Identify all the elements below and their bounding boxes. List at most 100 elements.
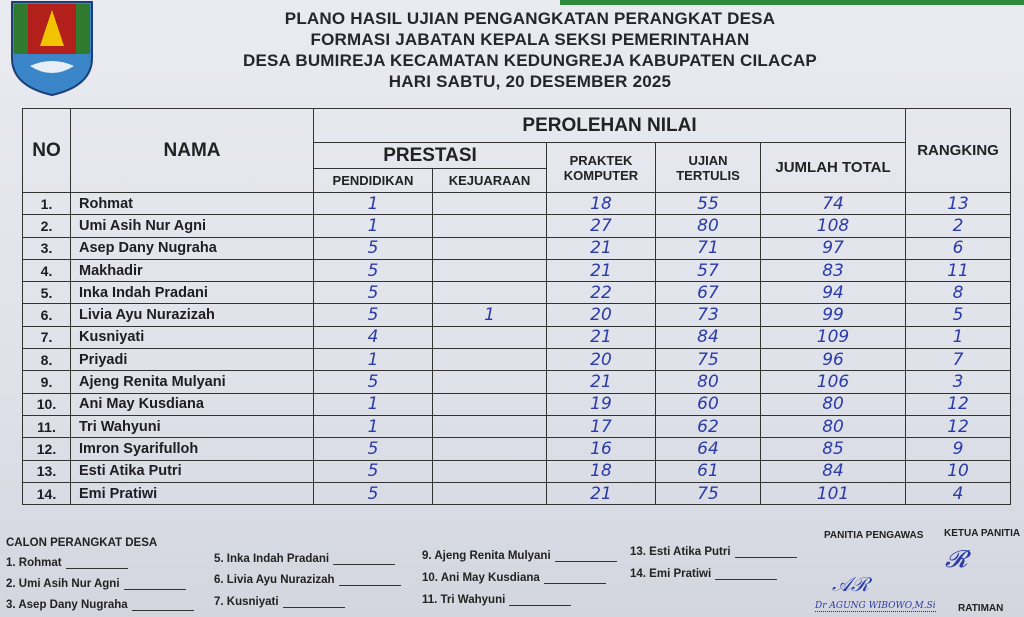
cell-rangking: 4 — [905, 481, 1012, 506]
cell-jumlah: 99 — [759, 303, 907, 327]
panitia-pengawas-label: PANITIA PENGAWAS — [824, 530, 924, 541]
cell-rangking: 9 — [905, 437, 1012, 461]
cell-praktek: 19 — [546, 392, 656, 416]
green-banner-edge — [560, 0, 1024, 5]
cell-rangking: 8 — [905, 281, 1012, 305]
cell-ujian: 75 — [655, 348, 761, 372]
document-title: PLANO HASIL UJIAN PENGANGKATAN PERANGKAT… — [120, 8, 940, 92]
candidate-name: 2. Umi Asih Nur Agni — [6, 578, 120, 590]
header-ujian-tertulis: UJIAN TERTULIS — [655, 142, 761, 193]
cell-jumlah: 101 — [759, 481, 907, 506]
cell-ujian: 55 — [655, 191, 761, 216]
header-rangking: RANGKING — [905, 108, 1012, 193]
pengawas-name: Dr AGUNG WIBOWO,M.Si — [815, 601, 936, 612]
cell-praktek: 21 — [546, 258, 656, 283]
cell-praktek: 21 — [546, 325, 656, 350]
title-line-1: PLANO HASIL UJIAN PENGANGKATAN PERANGKAT… — [284, 9, 776, 28]
cell-nama: Inka Indah Pradani — [70, 281, 314, 305]
table-row: 8. Priyadi 1 20 75 96 7 — [22, 348, 1012, 372]
cell-no: 12. — [22, 437, 71, 461]
cell-ujian: 84 — [655, 325, 761, 350]
cell-pendidikan: 5 — [313, 370, 433, 394]
cell-jumlah: 80 — [759, 414, 907, 439]
cell-pendidikan: 5 — [313, 303, 433, 327]
table-row: 7. Kusniyati 4 21 84 109 1 — [22, 325, 1012, 350]
table-row: 1. Rohmat 1 18 55 74 13 — [22, 191, 1012, 216]
table-row: 9. Ajeng Renita Mulyani 5 21 80 106 3 — [22, 370, 1012, 394]
cell-jumlah: 97 — [759, 236, 907, 260]
ketua-name: RATIMAN — [958, 603, 1004, 614]
cell-rangking: 2 — [905, 214, 1012, 238]
header-perolehan-nilai: PEROLEHAN NILAI — [312, 108, 907, 143]
cell-kejuaraan — [432, 191, 547, 216]
cell-pendidikan: 1 — [313, 392, 433, 416]
cell-jumlah: 108 — [759, 214, 907, 238]
candidate-signature-line: 1. Rohmat — [6, 557, 128, 569]
signature-blank — [338, 575, 401, 586]
table-row: 10. Ani May Kusdiana 1 19 60 80 12 — [22, 392, 1012, 416]
cell-no: 9. — [22, 370, 71, 394]
candidate-signature-line: 7. Kusniyati — [214, 596, 345, 608]
candidate-signature-line: 10. Ani May Kusdiana — [422, 572, 606, 584]
cell-rangking: 3 — [905, 370, 1012, 394]
candidate-name: 5. Inka Indah Pradani — [214, 553, 330, 565]
header-prestasi: PRESTASI — [313, 142, 547, 169]
cell-pendidikan: 1 — [313, 191, 433, 216]
cell-kejuaraan — [432, 258, 547, 283]
cell-praktek: 16 — [546, 437, 656, 461]
cell-rangking: 7 — [905, 348, 1012, 372]
cell-no: 6. — [22, 303, 71, 327]
cell-no: 1. — [22, 191, 71, 216]
cell-kejuaraan — [432, 459, 547, 483]
ketua-signature: 𝓡 — [945, 545, 968, 573]
candidate-signature-line: 6. Livia Ayu Nurazizah — [214, 574, 401, 586]
cell-praktek: 21 — [546, 481, 656, 506]
cell-jumlah: 84 — [759, 459, 907, 483]
cell-kejuaraan — [432, 348, 547, 372]
cell-praktek: 27 — [546, 214, 656, 238]
cell-ujian: 62 — [655, 414, 761, 439]
cell-kejuaraan — [432, 281, 547, 305]
cell-no: 2. — [22, 214, 71, 238]
table-row: 6. Livia Ayu Nurazizah 5 1 20 73 99 5 — [22, 303, 1012, 327]
cell-ujian: 73 — [655, 303, 761, 327]
title-line-3: DESA BUMIREJA KECAMATAN KEDUNGREJA KABUP… — [243, 51, 817, 70]
candidate-name: 1. Rohmat — [6, 557, 62, 569]
cell-nama: Umi Asih Nur Agni — [70, 214, 314, 238]
cell-rangking: 5 — [905, 303, 1012, 327]
candidate-name: 13. Esti Atika Putri — [630, 546, 731, 558]
cell-nama: Esti Atika Putri — [70, 459, 314, 483]
title-line-4: HARI SABTU, 20 DESEMBER 2025 — [388, 72, 672, 91]
cell-rangking: 13 — [905, 191, 1012, 216]
cell-kejuaraan — [432, 414, 547, 439]
table-row: 5. Inka Indah Pradani 5 22 67 94 8 — [22, 281, 1012, 305]
cell-nama: Rohmat — [70, 191, 314, 216]
table-row: 14. Emi Pratiwi 5 21 75 101 4 — [22, 481, 1012, 506]
cell-nama: Emi Pratiwi — [70, 481, 314, 506]
cell-jumlah: 96 — [759, 348, 907, 372]
signature-blank — [123, 579, 186, 590]
cell-kejuaraan — [432, 481, 547, 506]
cell-praktek: 18 — [546, 459, 656, 483]
header-jumlah-total: JUMLAH TOTAL — [759, 142, 907, 193]
cell-pendidikan: 1 — [313, 348, 433, 372]
cell-nama: Priyadi — [70, 348, 314, 372]
table-row: 4. Makhadir 5 21 57 83 11 — [22, 258, 1012, 283]
cell-rangking: 11 — [905, 258, 1012, 283]
cell-pendidikan: 1 — [313, 214, 433, 238]
cell-nama: Kusniyati — [70, 325, 314, 350]
title-line-2: FORMASI JABATAN KEPALA SEKSI PEMERINTAHA… — [310, 30, 750, 49]
cell-praktek: 21 — [546, 236, 656, 260]
table-row: 12. Imron Syarifulloh 5 16 64 85 9 — [22, 437, 1012, 461]
candidate-signature-line: 5. Inka Indah Pradani — [214, 553, 396, 565]
cell-pendidikan: 5 — [313, 258, 433, 283]
cell-kejuaraan — [432, 214, 547, 238]
cell-kejuaraan — [432, 437, 547, 461]
cell-kejuaraan — [432, 370, 547, 394]
signature-blank — [131, 600, 194, 611]
signature-blank — [715, 569, 778, 580]
cell-jumlah: 80 — [759, 392, 907, 416]
cell-ujian: 67 — [655, 281, 761, 305]
cell-ujian: 64 — [655, 437, 761, 461]
cell-jumlah: 109 — [759, 325, 907, 350]
